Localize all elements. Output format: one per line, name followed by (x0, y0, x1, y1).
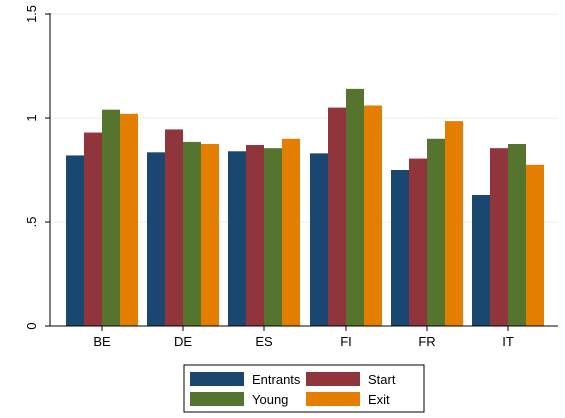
legend-swatch-entrants (190, 372, 244, 386)
axes: 0 .5 1 1.5 BE DE ES FI FR IT (24, 5, 558, 349)
bar-exit-fr (445, 121, 463, 327)
bar-exit-fi (364, 105, 382, 327)
legend-label-start: Start (368, 372, 396, 387)
legend: Entrants Start Young Exit (183, 364, 425, 413)
bar-start-de (165, 129, 183, 326)
bar-exit-de (201, 144, 219, 326)
y-tick-label: 1.5 (24, 5, 39, 23)
legend-label-young: Young (252, 392, 288, 407)
y-tick-label: 0 (24, 322, 39, 329)
bar-young-es (264, 148, 282, 326)
bar-young-fi (346, 88, 364, 326)
legend-swatch-start (306, 372, 360, 386)
bar-start-fr (409, 158, 427, 326)
legend-label-exit: Exit (368, 392, 390, 407)
bar-entrants-it (472, 194, 490, 326)
legend-swatch-exit (306, 392, 360, 406)
bars (66, 88, 544, 327)
bar-entrants-fr (391, 170, 409, 326)
legend-swatch-young (190, 392, 244, 406)
bar-entrants-be (66, 155, 84, 326)
x-tick-label: IT (502, 334, 514, 349)
bar-entrants-de (147, 152, 165, 326)
x-tick-label: ES (255, 334, 273, 349)
bar-young-be (102, 109, 120, 327)
bar-start-es (246, 145, 264, 326)
legend-label-entrants: Entrants (252, 372, 301, 387)
x-tick-label: FI (340, 334, 352, 349)
bar-young-it (508, 144, 526, 326)
x-tick-label: BE (93, 334, 111, 349)
bar-start-fi (328, 107, 346, 326)
bar-start-it (490, 148, 508, 326)
bar-exit-be (120, 113, 138, 326)
bar-start-be (84, 132, 102, 326)
y-tick-label: .5 (24, 217, 39, 228)
bar-exit-it (526, 164, 544, 326)
x-tick-label: DE (174, 334, 192, 349)
y-tick-label: 1 (24, 114, 39, 121)
bar-young-de (183, 141, 201, 326)
bar-young-fr (427, 138, 445, 326)
bar-entrants-es (228, 151, 246, 326)
bar-exit-es (282, 138, 300, 326)
bar-entrants-fi (310, 153, 328, 326)
x-tick-label: FR (418, 334, 435, 349)
